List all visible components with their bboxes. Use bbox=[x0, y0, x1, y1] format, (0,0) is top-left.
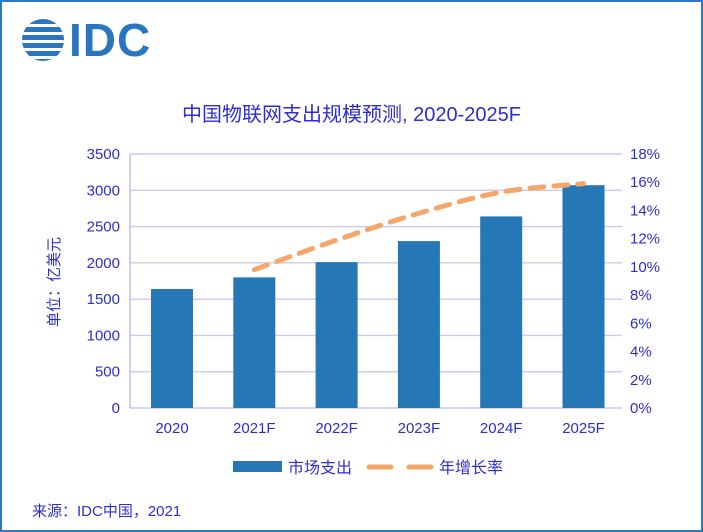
source-note: 来源：IDC中国，2021 bbox=[32, 503, 182, 520]
legend-line-label: 年增长率 bbox=[439, 459, 503, 477]
bar-2020 bbox=[151, 288, 193, 408]
left-axis-tick-3000: 3000 bbox=[87, 182, 120, 199]
bar-2022F bbox=[315, 262, 358, 408]
bar-2025F bbox=[562, 185, 605, 408]
right-axis-tick-8%: 8% bbox=[630, 287, 652, 304]
right-axis-tick-6%: 6% bbox=[630, 315, 652, 332]
x-axis-label-2021F: 2021F bbox=[233, 420, 276, 437]
left-axis-tick-500: 500 bbox=[95, 364, 120, 381]
left-axis-tick-3500: 3500 bbox=[87, 146, 120, 163]
bar-2021F bbox=[233, 277, 276, 408]
idc-globe-icon bbox=[22, 19, 64, 61]
legend-bar-label: 市场支出 bbox=[288, 459, 352, 477]
idc-logo: IDC bbox=[22, 17, 151, 63]
idc-logo-text: IDC bbox=[69, 14, 152, 66]
x-axis-label-2020: 2020 bbox=[155, 420, 188, 437]
left-axis-tick-1500: 1500 bbox=[87, 291, 120, 308]
left-axis-tick-2000: 2000 bbox=[87, 255, 120, 272]
right-axis-tick-4%: 4% bbox=[630, 344, 652, 361]
right-axis-tick-10%: 10% bbox=[630, 259, 660, 276]
x-axis-label-2025F: 2025F bbox=[562, 420, 605, 437]
left-axis-tick-2500: 2500 bbox=[87, 219, 120, 236]
left-axis-tick-1000: 1000 bbox=[87, 327, 120, 344]
x-axis-label-2022F: 2022F bbox=[315, 420, 358, 437]
right-axis-tick-2%: 2% bbox=[630, 372, 652, 389]
right-axis-tick-0%: 0% bbox=[630, 400, 652, 417]
x-axis-label-2024F: 2024F bbox=[480, 420, 523, 437]
right-axis-tick-18%: 18% bbox=[630, 146, 660, 163]
bar-2023F bbox=[397, 241, 440, 408]
growth-rate-line bbox=[251, 181, 586, 273]
left-axis-title: 单位：亿美元 bbox=[46, 237, 63, 327]
right-axis-tick-12%: 12% bbox=[630, 231, 660, 248]
legend-bar-swatch bbox=[233, 461, 282, 472]
right-axis-tick-14%: 14% bbox=[630, 202, 660, 219]
chart-title: 中国物联网支出规模预测, 2020-2025F bbox=[182, 104, 521, 126]
left-axis-tick-0: 0 bbox=[112, 400, 120, 417]
right-axis-tick-16%: 16% bbox=[630, 174, 660, 191]
x-axis-label-2023F: 2023F bbox=[398, 420, 441, 437]
bar-2024F bbox=[480, 216, 523, 408]
